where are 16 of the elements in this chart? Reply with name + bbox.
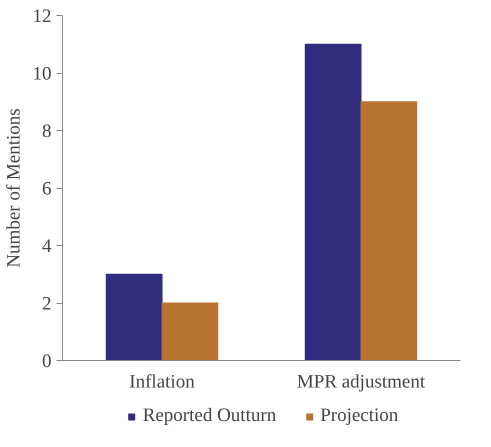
legend-label: Projection	[320, 405, 398, 427]
y-tick-label: 10	[32, 64, 52, 84]
y-tick-label: 12	[32, 6, 52, 27]
legend-label: Reported Outturn	[142, 405, 276, 427]
bar	[304, 44, 362, 360]
y-tick-label: 6	[42, 178, 52, 200]
y-tick-label: 2	[42, 294, 52, 314]
y-tick-label: 4	[42, 236, 52, 257]
bar	[360, 101, 418, 360]
y-tick-label: 0	[42, 351, 52, 372]
y-axis-title: Number of Mentions	[4, 108, 24, 268]
bar	[106, 274, 162, 360]
x-tick-label: MPR adjustment	[296, 372, 426, 392]
y-tick-label: 8	[42, 121, 52, 142]
x-tick-label: Inflation	[129, 372, 196, 392]
bar	[162, 302, 218, 360]
